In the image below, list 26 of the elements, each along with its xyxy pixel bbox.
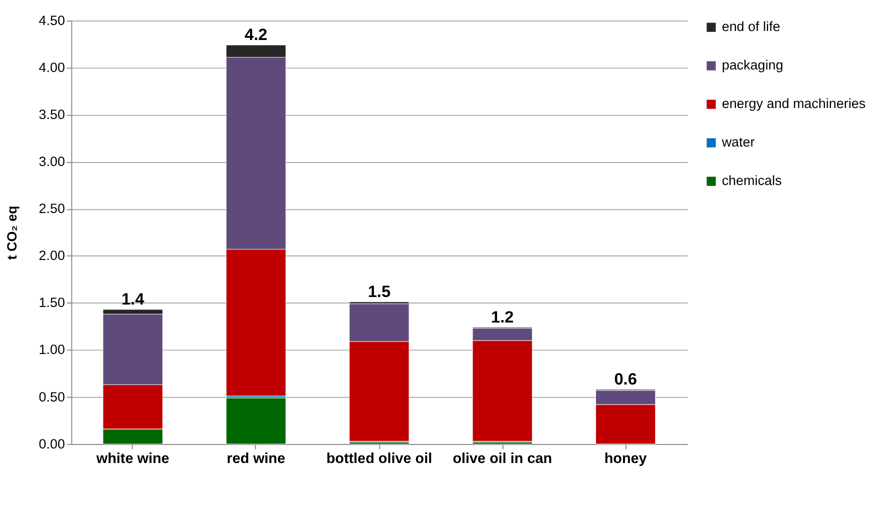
x-tick-label: honey [604,450,647,467]
y-tick-label: 2.00 [38,248,65,264]
total-label: 0.6 [614,370,637,389]
total-label: 4.2 [244,26,268,44]
y-tick-label: 3.00 [38,154,65,170]
y-tick-label: 4.50 [38,12,65,28]
legend-label: energy and machineries [722,96,866,112]
x-tick-label: red wine [226,450,286,467]
legend-label: packaging [722,58,784,73]
x-tick-label: white wine [95,450,170,467]
y-tick-label: 2.50 [38,201,65,216]
total-label: 1.4 [121,290,146,309]
y-tick-label: 0.00 [38,436,65,452]
y-tick-label: 1.50 [38,295,65,310]
y-tick-label: 1.00 [38,342,65,358]
y-tick-label: 0.50 [38,389,65,404]
total-label: 1.2 [491,308,514,327]
legend-label: chemicals [722,173,782,188]
y-axis-title: t CO₂ eq [4,206,20,260]
total-label: 1.5 [368,283,391,302]
y-tick-label: 4.00 [38,60,65,75]
x-tick-label: olive oil in can [452,450,552,467]
legend-label: end of life [722,19,780,34]
x-tick-label: bottled olive oil [326,450,432,467]
y-tick-label: 3.50 [38,106,65,122]
legend-label: water [720,134,756,150]
